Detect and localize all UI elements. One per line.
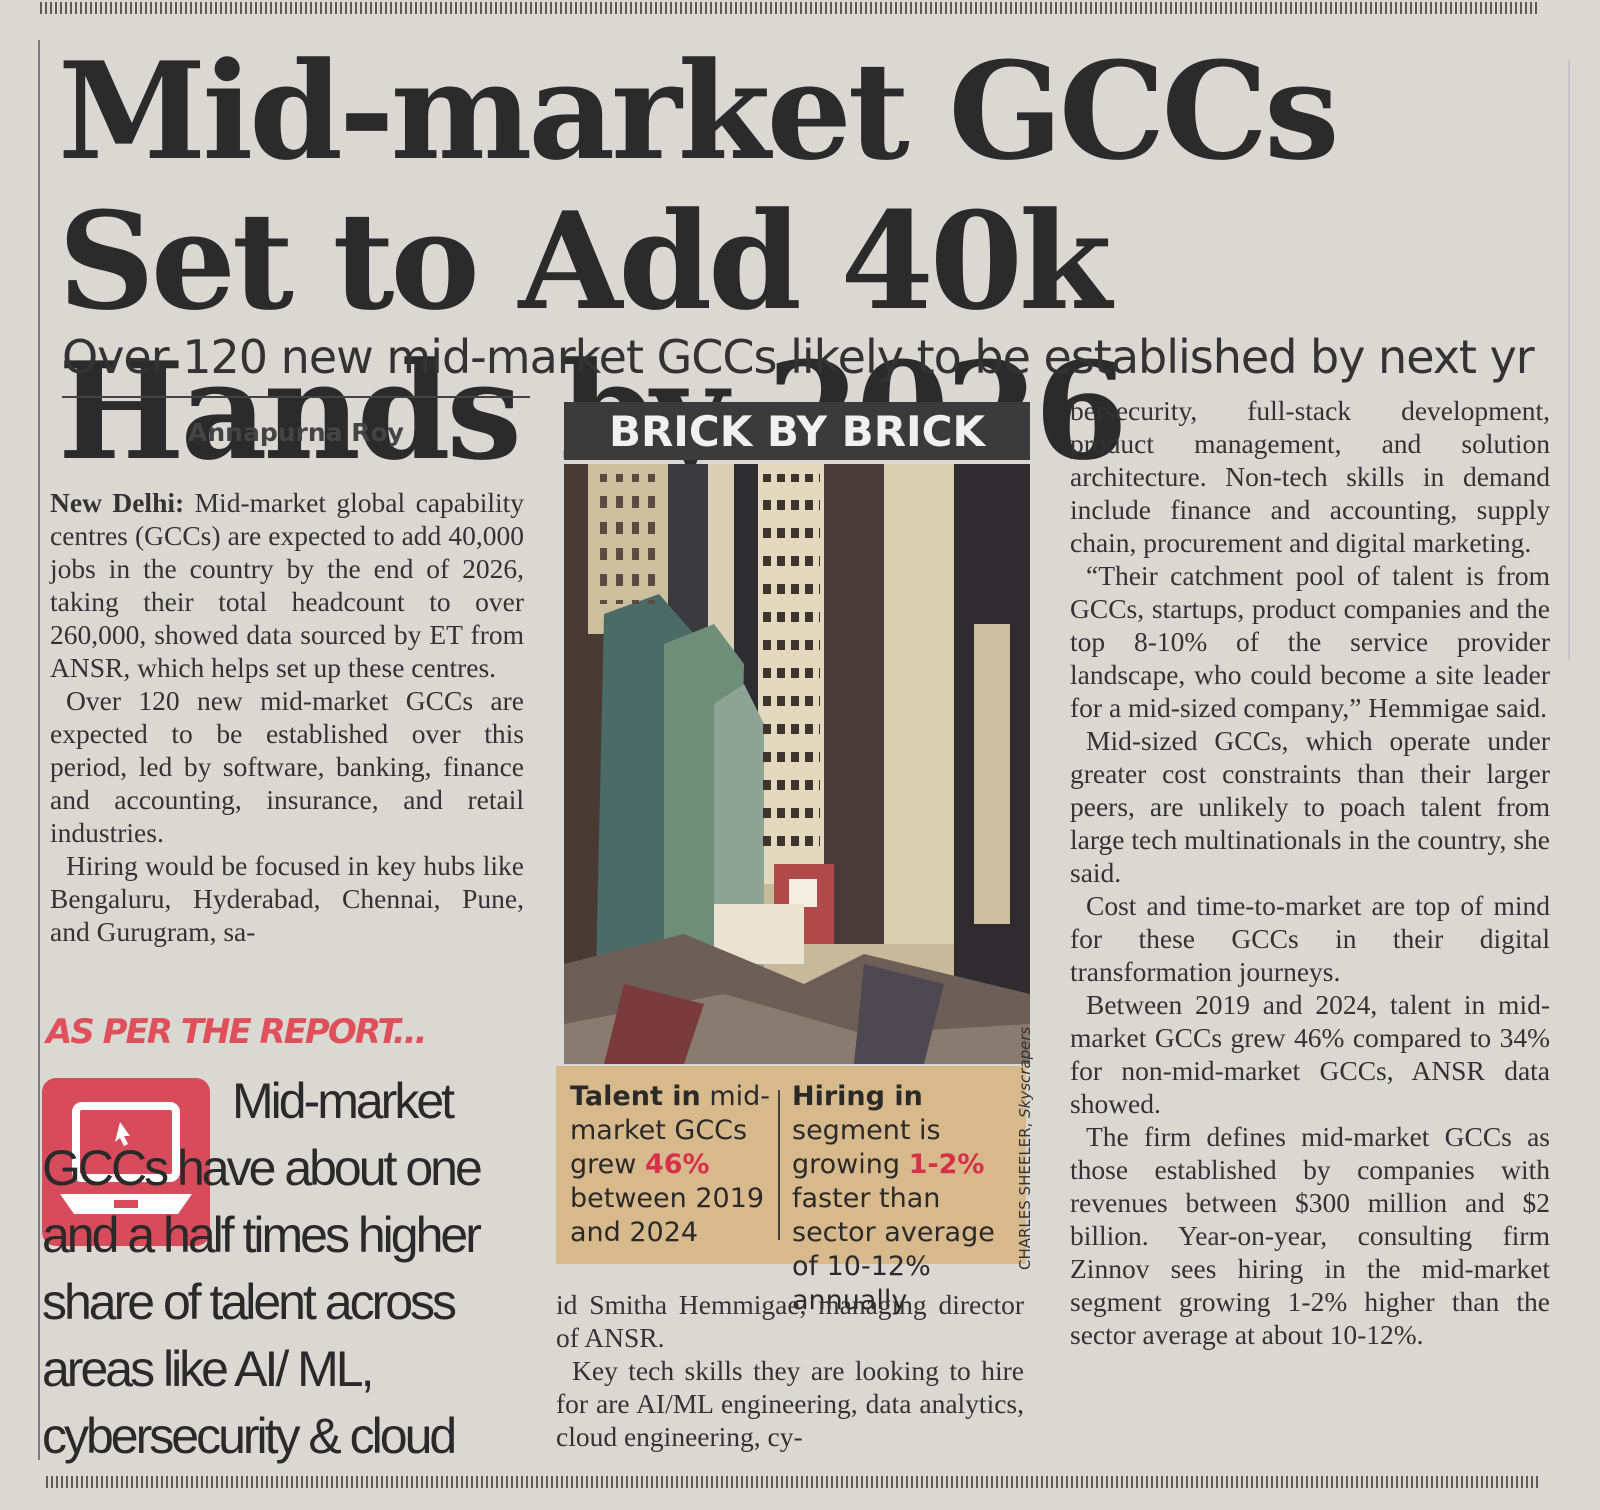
paragraph-8: Between 2019 and 2024, talent in mid-mar… bbox=[1070, 989, 1550, 1119]
byline-rule bbox=[62, 396, 530, 398]
graphic-title: BRICK BY BRICK bbox=[564, 402, 1030, 460]
report-heading: AS PER THE REPORT... bbox=[46, 1012, 428, 1052]
stats-divider bbox=[778, 1090, 780, 1240]
stat-talent: Talent in mid-market GCCs grew 46% betwe… bbox=[570, 1080, 770, 1250]
right-page-edge bbox=[1568, 60, 1570, 660]
paragraph-4: Key tech skills they are looking to hire… bbox=[556, 1355, 1024, 1452]
bottom-border-ticks bbox=[46, 1476, 1538, 1488]
laptop-icon bbox=[42, 1078, 210, 1246]
paragraph-5: “Their catchment pool of talent is from … bbox=[1070, 560, 1550, 723]
article-column-2: id Smitha Hemmigae, managing director of… bbox=[556, 1288, 1024, 1453]
stats-box: Talent in mid-market GCCs grew 46% betwe… bbox=[556, 1066, 1026, 1316]
left-column-rule bbox=[38, 40, 40, 1460]
credit-title: Skyscrapers bbox=[1016, 1026, 1034, 1118]
paragraph-7: Cost and time-to-market are top of mind … bbox=[1070, 890, 1550, 987]
illustration-credit: CHARLES SHEELER, Skyscrapers bbox=[1016, 1027, 1034, 1270]
paragraph-1-text: Mid-market global capability centres (GC… bbox=[50, 487, 524, 683]
stat-hiring-pre: segment is growing bbox=[792, 1115, 941, 1180]
paragraph-9: The firm defines mid-market GCCs as thos… bbox=[1070, 1121, 1550, 1350]
paragraph-3-continued: id Smitha Hemmigae, managing director of… bbox=[556, 1289, 1024, 1353]
paragraph-2: Over 120 new mid-market GCCs are expecte… bbox=[50, 685, 524, 848]
dateline: New Delhi: bbox=[50, 487, 185, 518]
skyscrapers-illustration bbox=[564, 464, 1030, 1064]
stat-hiring: Hiring in segment is growing 1-2% faster… bbox=[792, 1080, 1022, 1318]
report-callout: Mid-market GCCs have about one and a hal… bbox=[42, 1068, 532, 1470]
stat-hiring-highlight: 1-2% bbox=[908, 1149, 985, 1180]
paragraph-6: Mid-sized GCCs, which operate under grea… bbox=[1070, 725, 1550, 888]
stat-talent-pre: mid-market GCCs grew bbox=[570, 1081, 771, 1180]
paragraph-3: Hiring would be focused in key hubs like… bbox=[50, 850, 524, 947]
paragraph-1: New Delhi: Mid-market global capability … bbox=[50, 486, 524, 684]
stat-talent-post: between 2019 and 2024 bbox=[570, 1183, 765, 1248]
report-callout-text: Mid-market GCCs have about one and a hal… bbox=[42, 1073, 483, 1464]
stat-hiring-bold: Hiring in bbox=[792, 1081, 923, 1112]
credit-artist: CHARLES SHEELER, bbox=[1016, 1122, 1034, 1270]
stat-hiring-post: faster than sector average of 10-12% ann… bbox=[792, 1183, 995, 1316]
paragraph-4-continued: bersecurity, full-stack development, pro… bbox=[1070, 395, 1550, 558]
subheadline: Over 120 new mid-market GCCs likely to b… bbox=[62, 330, 1535, 384]
stat-talent-highlight: 46% bbox=[644, 1149, 710, 1180]
article-column-1: New Delhi: Mid-market global capability … bbox=[50, 486, 524, 948]
byline: Annapurna Roy bbox=[188, 418, 404, 447]
top-border-ticks bbox=[40, 2, 1540, 14]
stat-talent-bold: Talent in bbox=[570, 1081, 701, 1112]
article-column-3: bersecurity, full-stack development, pro… bbox=[1070, 394, 1550, 1351]
report-icon-spacer bbox=[42, 1108, 232, 1118]
